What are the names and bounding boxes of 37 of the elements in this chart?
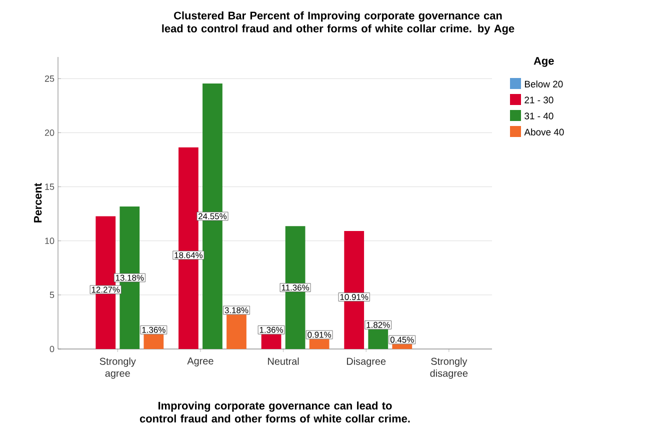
data-label: 10.91% xyxy=(340,294,368,300)
x-tick-label: Strongly disagree xyxy=(430,358,468,379)
data-label: 3.18% xyxy=(224,307,248,314)
bar xyxy=(309,339,330,349)
legend-label: Below 20 xyxy=(524,80,563,88)
y-axis-title: Percent xyxy=(34,183,42,222)
legend-label: 21 - 30 xyxy=(524,96,554,104)
legend-label: 31 - 40 xyxy=(524,112,554,120)
legend-label: Above 40 xyxy=(524,128,564,136)
y-tick-label: 15 xyxy=(45,184,54,190)
data-label: 13.18% xyxy=(116,274,144,281)
bar xyxy=(368,329,388,349)
bar xyxy=(392,344,412,349)
y-tick-label: 25 xyxy=(44,75,54,82)
legend-title: Age xyxy=(534,57,554,67)
y-tick-label: 0 xyxy=(50,346,54,352)
data-label: 18.64% xyxy=(174,252,203,258)
data-label: 12.27% xyxy=(92,286,120,293)
y-tick-label: 20 xyxy=(44,130,54,136)
x-tick-label: Strongly agree xyxy=(100,358,136,379)
data-label: 1.36% xyxy=(142,326,166,333)
bar xyxy=(261,334,282,349)
x-tick-label: Agree xyxy=(187,358,214,366)
y-tick-label: 5 xyxy=(50,292,54,298)
x-tick-label: Neutral xyxy=(268,358,299,365)
data-label: 0.45% xyxy=(390,336,414,343)
x-tick-label: Disagree xyxy=(346,358,386,367)
data-label: 24.55% xyxy=(198,213,227,220)
data-label: 1.82% xyxy=(366,322,390,328)
data-label: 0.91% xyxy=(308,332,332,338)
chart-title: Clustered Bar Percent of Improving corporate governance can lead to control fraud and other forms of white collar crime. by Age xyxy=(162,11,514,35)
data-label: 11.36% xyxy=(282,284,310,291)
y-tick-label: 10 xyxy=(45,238,54,244)
bar xyxy=(226,314,246,349)
data-label: 1.36% xyxy=(260,326,283,333)
bar xyxy=(144,334,164,349)
x-axis-title: Improving corporate governance can lead to control fraud and other forms of white collar crime. xyxy=(140,402,410,422)
